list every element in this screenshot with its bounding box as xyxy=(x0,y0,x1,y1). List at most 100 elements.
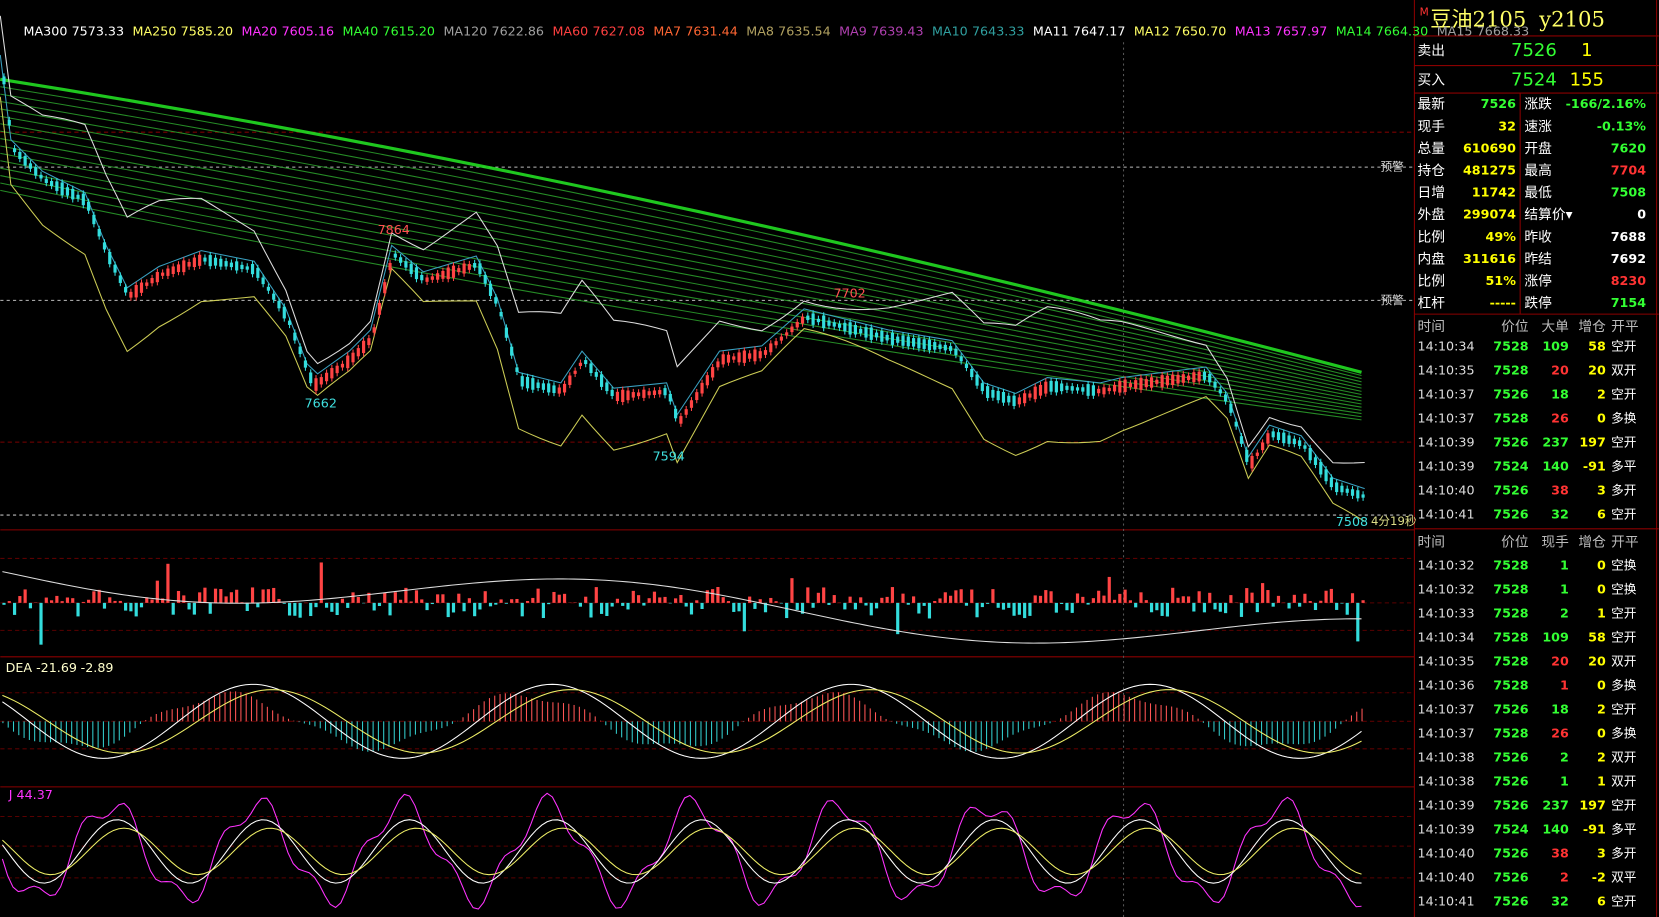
ma-ribbon xyxy=(0,189,1362,421)
macd-bar xyxy=(134,721,136,729)
candle xyxy=(652,390,657,395)
macd-bar xyxy=(303,721,305,724)
macd-bar xyxy=(552,702,554,722)
ma-value: 7615.20 xyxy=(383,23,435,38)
macd-bar xyxy=(356,721,358,750)
candle xyxy=(478,263,482,274)
stat-value: 299074 xyxy=(1463,207,1516,222)
table-cell: 7526 xyxy=(1493,797,1528,812)
volume-bar xyxy=(102,602,107,609)
candle xyxy=(864,327,868,338)
macd-bar xyxy=(129,721,131,733)
volume-bar xyxy=(1213,602,1217,610)
volume-bar xyxy=(372,602,376,611)
macd-bar xyxy=(1313,721,1315,742)
volume-bar xyxy=(166,563,170,603)
candle xyxy=(1181,374,1185,383)
candle xyxy=(383,282,387,294)
candle xyxy=(208,255,212,267)
macd-bar xyxy=(457,720,459,722)
volume-bar xyxy=(800,602,805,614)
volume-bar xyxy=(763,602,768,613)
volume-bar xyxy=(139,602,144,608)
ma-name: MA10 xyxy=(932,23,968,38)
volume-bar xyxy=(689,602,694,615)
macd-bar xyxy=(631,721,633,743)
table-header: 时间 xyxy=(1418,319,1445,335)
macd-bar xyxy=(922,721,924,731)
candle xyxy=(1086,384,1090,396)
candle xyxy=(457,268,461,273)
candle xyxy=(1065,385,1069,390)
table-cell: 空换 xyxy=(1611,557,1637,572)
volume-bar xyxy=(700,602,704,609)
candle xyxy=(261,277,265,285)
table-cell: 0 xyxy=(1597,677,1606,692)
table-cell: 7526 xyxy=(1493,386,1528,401)
stat-value: -166/2.16% xyxy=(1566,96,1647,111)
macd-bar xyxy=(1234,721,1236,745)
candle xyxy=(1229,403,1233,413)
candle xyxy=(436,273,440,280)
table-cell: 6 xyxy=(1597,506,1606,521)
macd-bar xyxy=(964,721,966,752)
macd-bar xyxy=(832,692,834,722)
volume-bar xyxy=(324,602,329,608)
volume-bar xyxy=(742,602,746,632)
volume-bar xyxy=(293,602,297,616)
candle xyxy=(1107,387,1111,392)
ma-ribbon xyxy=(0,101,1362,383)
stat-value: 7620 xyxy=(1611,140,1646,155)
candle xyxy=(695,392,699,401)
candle xyxy=(610,389,614,396)
macd-bar xyxy=(1276,721,1278,744)
volume-bar xyxy=(959,589,963,603)
candle xyxy=(441,270,445,279)
macd-bar xyxy=(837,692,840,722)
volume-bar xyxy=(28,602,33,609)
macd-bar xyxy=(340,721,342,741)
macd-bar xyxy=(12,721,15,732)
macd-bar xyxy=(92,721,94,748)
candle xyxy=(837,323,842,328)
table-cell: 58 xyxy=(1588,629,1606,644)
volume-bar xyxy=(1060,602,1064,605)
stat-value: 32 xyxy=(1498,118,1516,133)
volume-bar xyxy=(1049,591,1053,603)
price-annotation: 7702 xyxy=(833,286,865,301)
volume-bar xyxy=(1128,600,1132,603)
volume-bar xyxy=(282,602,286,604)
candle xyxy=(785,332,789,336)
candle xyxy=(1091,385,1095,396)
ma-name: MA9 xyxy=(839,23,867,38)
candle xyxy=(568,375,572,385)
table-cell: 1 xyxy=(1560,773,1569,788)
alert-label: 预警 xyxy=(1381,293,1405,307)
volume-bar xyxy=(330,602,334,612)
volume-bar xyxy=(1171,587,1175,603)
macd-bar xyxy=(213,696,215,722)
volume-bar xyxy=(1054,602,1058,613)
candle xyxy=(425,277,429,282)
macd-bar xyxy=(562,703,565,722)
macd-bar xyxy=(309,721,311,725)
volume-bar xyxy=(182,595,186,603)
volume-bar xyxy=(1292,594,1296,603)
candle xyxy=(811,313,815,325)
volume-bar xyxy=(161,598,165,603)
macd-bar xyxy=(637,721,639,744)
macd-bar xyxy=(277,713,279,722)
candle xyxy=(351,352,355,363)
volume-bar xyxy=(155,580,159,603)
macd-bar xyxy=(319,721,321,729)
candle xyxy=(102,242,107,250)
table-cell: 空换 xyxy=(1611,581,1637,596)
macd-bar xyxy=(282,716,284,722)
stat-label: 昨收 xyxy=(1524,229,1552,245)
volume-bar xyxy=(584,596,588,603)
table-cell: 1 xyxy=(1597,605,1606,620)
volume-bar xyxy=(473,602,477,617)
candle xyxy=(1097,388,1101,394)
